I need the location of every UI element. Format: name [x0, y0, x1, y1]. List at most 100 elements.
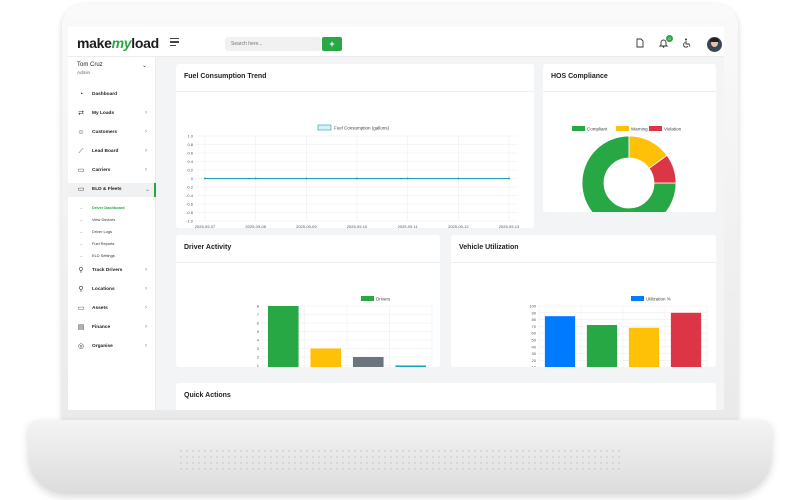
sidebar-item-carriers[interactable]: ▭ Carriers › — [68, 164, 156, 178]
chevron-right-icon: › — [145, 110, 147, 116]
sidebar-item-organise[interactable]: ◎ Organise › — [68, 340, 156, 354]
legend-swatch — [572, 126, 585, 131]
x-tick-label: 2025-09-11 — [398, 224, 419, 228]
sidebar-item-label: Track Drivers — [92, 268, 123, 273]
bar — [670, 312, 702, 367]
submenu-item-eld-settings[interactable]: – ELD Settings — [68, 250, 156, 260]
hamburger-menu-icon[interactable] — [170, 38, 179, 48]
submenu-item-fuel-reports[interactable]: – Fuel Reports — [68, 238, 156, 248]
y-tick-label: 0.6 — [187, 151, 193, 156]
submenu-item-driver-dashboard[interactable]: – Driver Dashboard — [68, 202, 156, 212]
brand-logo[interactable]: makemyload — [77, 35, 159, 51]
sidebar-item-locations[interactable]: ⚲ Locations › — [68, 283, 156, 297]
y-tick-label: 50 — [532, 338, 537, 343]
assets-truck-icon: ▭ — [77, 305, 85, 312]
sidebar-item-customers[interactable]: ☺ Customers › — [68, 126, 156, 140]
organise-icon: ◎ — [77, 343, 85, 350]
chevron-down-icon[interactable]: ⌄ — [142, 63, 148, 69]
bullet-dash: – — [80, 253, 83, 258]
bar — [586, 325, 618, 367]
locations-icon: ⚲ — [78, 286, 84, 293]
legend-swatch — [361, 296, 374, 301]
y-tick-label: -0.2 — [186, 185, 194, 190]
bar — [395, 365, 427, 367]
y-tick-label: 0.4 — [187, 159, 193, 164]
y-tick-label: -0.6 — [186, 202, 194, 207]
bell-icon[interactable] — [659, 38, 668, 48]
legend-swatch — [631, 296, 644, 301]
y-tick-label: 100 — [529, 304, 536, 309]
sidebar-item-track-drivers[interactable]: ⚲ Track Drivers › — [68, 264, 156, 278]
legend-swatch — [616, 126, 629, 131]
submenu-item-driver-logs[interactable]: – Driver Logs — [68, 226, 156, 236]
truck-icon: ▭ — [77, 167, 85, 174]
card-title: Vehicle Utilization — [459, 244, 519, 251]
search-button[interactable]: + — [322, 37, 342, 51]
chevron-right-icon: › — [145, 167, 147, 173]
card-title: Fuel Consumption Trend — [184, 73, 267, 80]
document-icon[interactable] — [636, 38, 644, 48]
y-tick-label: 1.0 — [187, 134, 193, 139]
submenu-item-view-devices[interactable]: – View Devices — [68, 214, 156, 224]
y-tick-label: 0.8 — [187, 142, 193, 147]
y-tick-label: 1 — [257, 363, 260, 367]
quick-actions-card: Quick Actions — [176, 383, 716, 410]
chevron-right-icon: › — [145, 129, 147, 135]
top-bar: makemyload + 0 — [68, 27, 724, 57]
bar — [544, 316, 576, 367]
y-tick-label: 0.2 — [187, 168, 193, 173]
fuel-consumption-card: Fuel Consumption Trend 1.0 0.8 0.6 0.4 0.2 0 -… — [176, 64, 534, 228]
y-tick-label: 5 — [257, 329, 260, 334]
data-point — [457, 177, 460, 180]
chevron-right-icon: › — [145, 286, 147, 292]
y-tick-label: 0 — [191, 176, 194, 181]
chevron-right-icon: › — [145, 148, 147, 154]
vehicle-bar-chart: 1009080706050403020100Truck 001Truck 002… — [529, 296, 708, 367]
bar — [267, 306, 299, 367]
submenu-item-label: Fuel Reports — [92, 241, 115, 246]
sidebar-item-eld-fleets[interactable]: ▭ ELD & Fleets ⌄ — [68, 183, 156, 197]
y-tick-label: 3 — [257, 346, 260, 351]
wheelchair-icon[interactable] — [682, 38, 691, 48]
bullet-dash: – — [80, 241, 83, 246]
sidebar-item-my-loads[interactable]: ⇄ My Loads › — [68, 107, 156, 121]
sidebar-item-label: Carriers — [92, 168, 111, 173]
sidebar: Tom Cruz Admin ⌄ ◔ Dashboard ⇄ My Loads … — [68, 57, 156, 410]
sidebar-item-lead-board[interactable]: ⟋ Lead Board › — [68, 145, 156, 159]
user-role: Admin — [77, 70, 91, 75]
speaker-grille — [178, 448, 622, 474]
logo-accent: my — [111, 35, 132, 51]
legend-label: Warning — [631, 127, 648, 132]
x-tick-label: 2025-09-13 — [499, 224, 520, 228]
chart-line-icon: ⟋ — [78, 148, 84, 155]
sidebar-item-label: Customers — [92, 130, 118, 135]
hos-compliance-card: HOS Compliance Compliant Warning Violation — [543, 64, 716, 212]
driver-bar-chart: 876543210DrivingOn BreakOff DutySleeperD… — [257, 296, 433, 367]
card-title: Driver Activity — [184, 244, 232, 251]
app-screen: makemyload + 0 Tom Cruz Admin ⌄ ◔ Dashbo… — [68, 27, 724, 410]
sidebar-item-label: Locations — [92, 287, 115, 292]
notification-badge: 0 — [666, 35, 673, 42]
y-tick-label: 2 — [257, 355, 260, 360]
sidebar-item-finance[interactable]: ▤ Finance › — [68, 321, 156, 335]
y-tick-label: -1.0 — [186, 219, 194, 224]
y-tick-label: 80 — [532, 317, 537, 322]
y-tick-label: -0.8 — [186, 210, 194, 215]
sidebar-item-dashboard[interactable]: ◔ Dashboard — [68, 88, 156, 102]
fleet-truck-icon: ▭ — [77, 186, 85, 193]
search-input[interactable] — [225, 37, 321, 51]
chevron-right-icon: › — [145, 343, 147, 349]
y-tick-label: -0.4 — [186, 193, 194, 198]
data-point — [204, 177, 206, 180]
card-divider — [176, 91, 534, 92]
laptop-base — [28, 420, 772, 494]
user-avatar[interactable] — [707, 37, 722, 52]
x-tick-label: 2025-09-09 — [296, 224, 317, 228]
calendar-icon: ▤ — [77, 324, 85, 331]
sidebar-item-assets[interactable]: ▭ Assets › — [68, 302, 156, 316]
legend-label: Utilization % — [646, 297, 671, 302]
hos-donut-chart: Compliant Warning Violation — [572, 126, 682, 212]
sidebar-item-label: Lead Board — [92, 149, 119, 154]
submenu-item-label: Driver Logs — [92, 229, 112, 234]
y-tick-label: 20 — [532, 358, 537, 363]
